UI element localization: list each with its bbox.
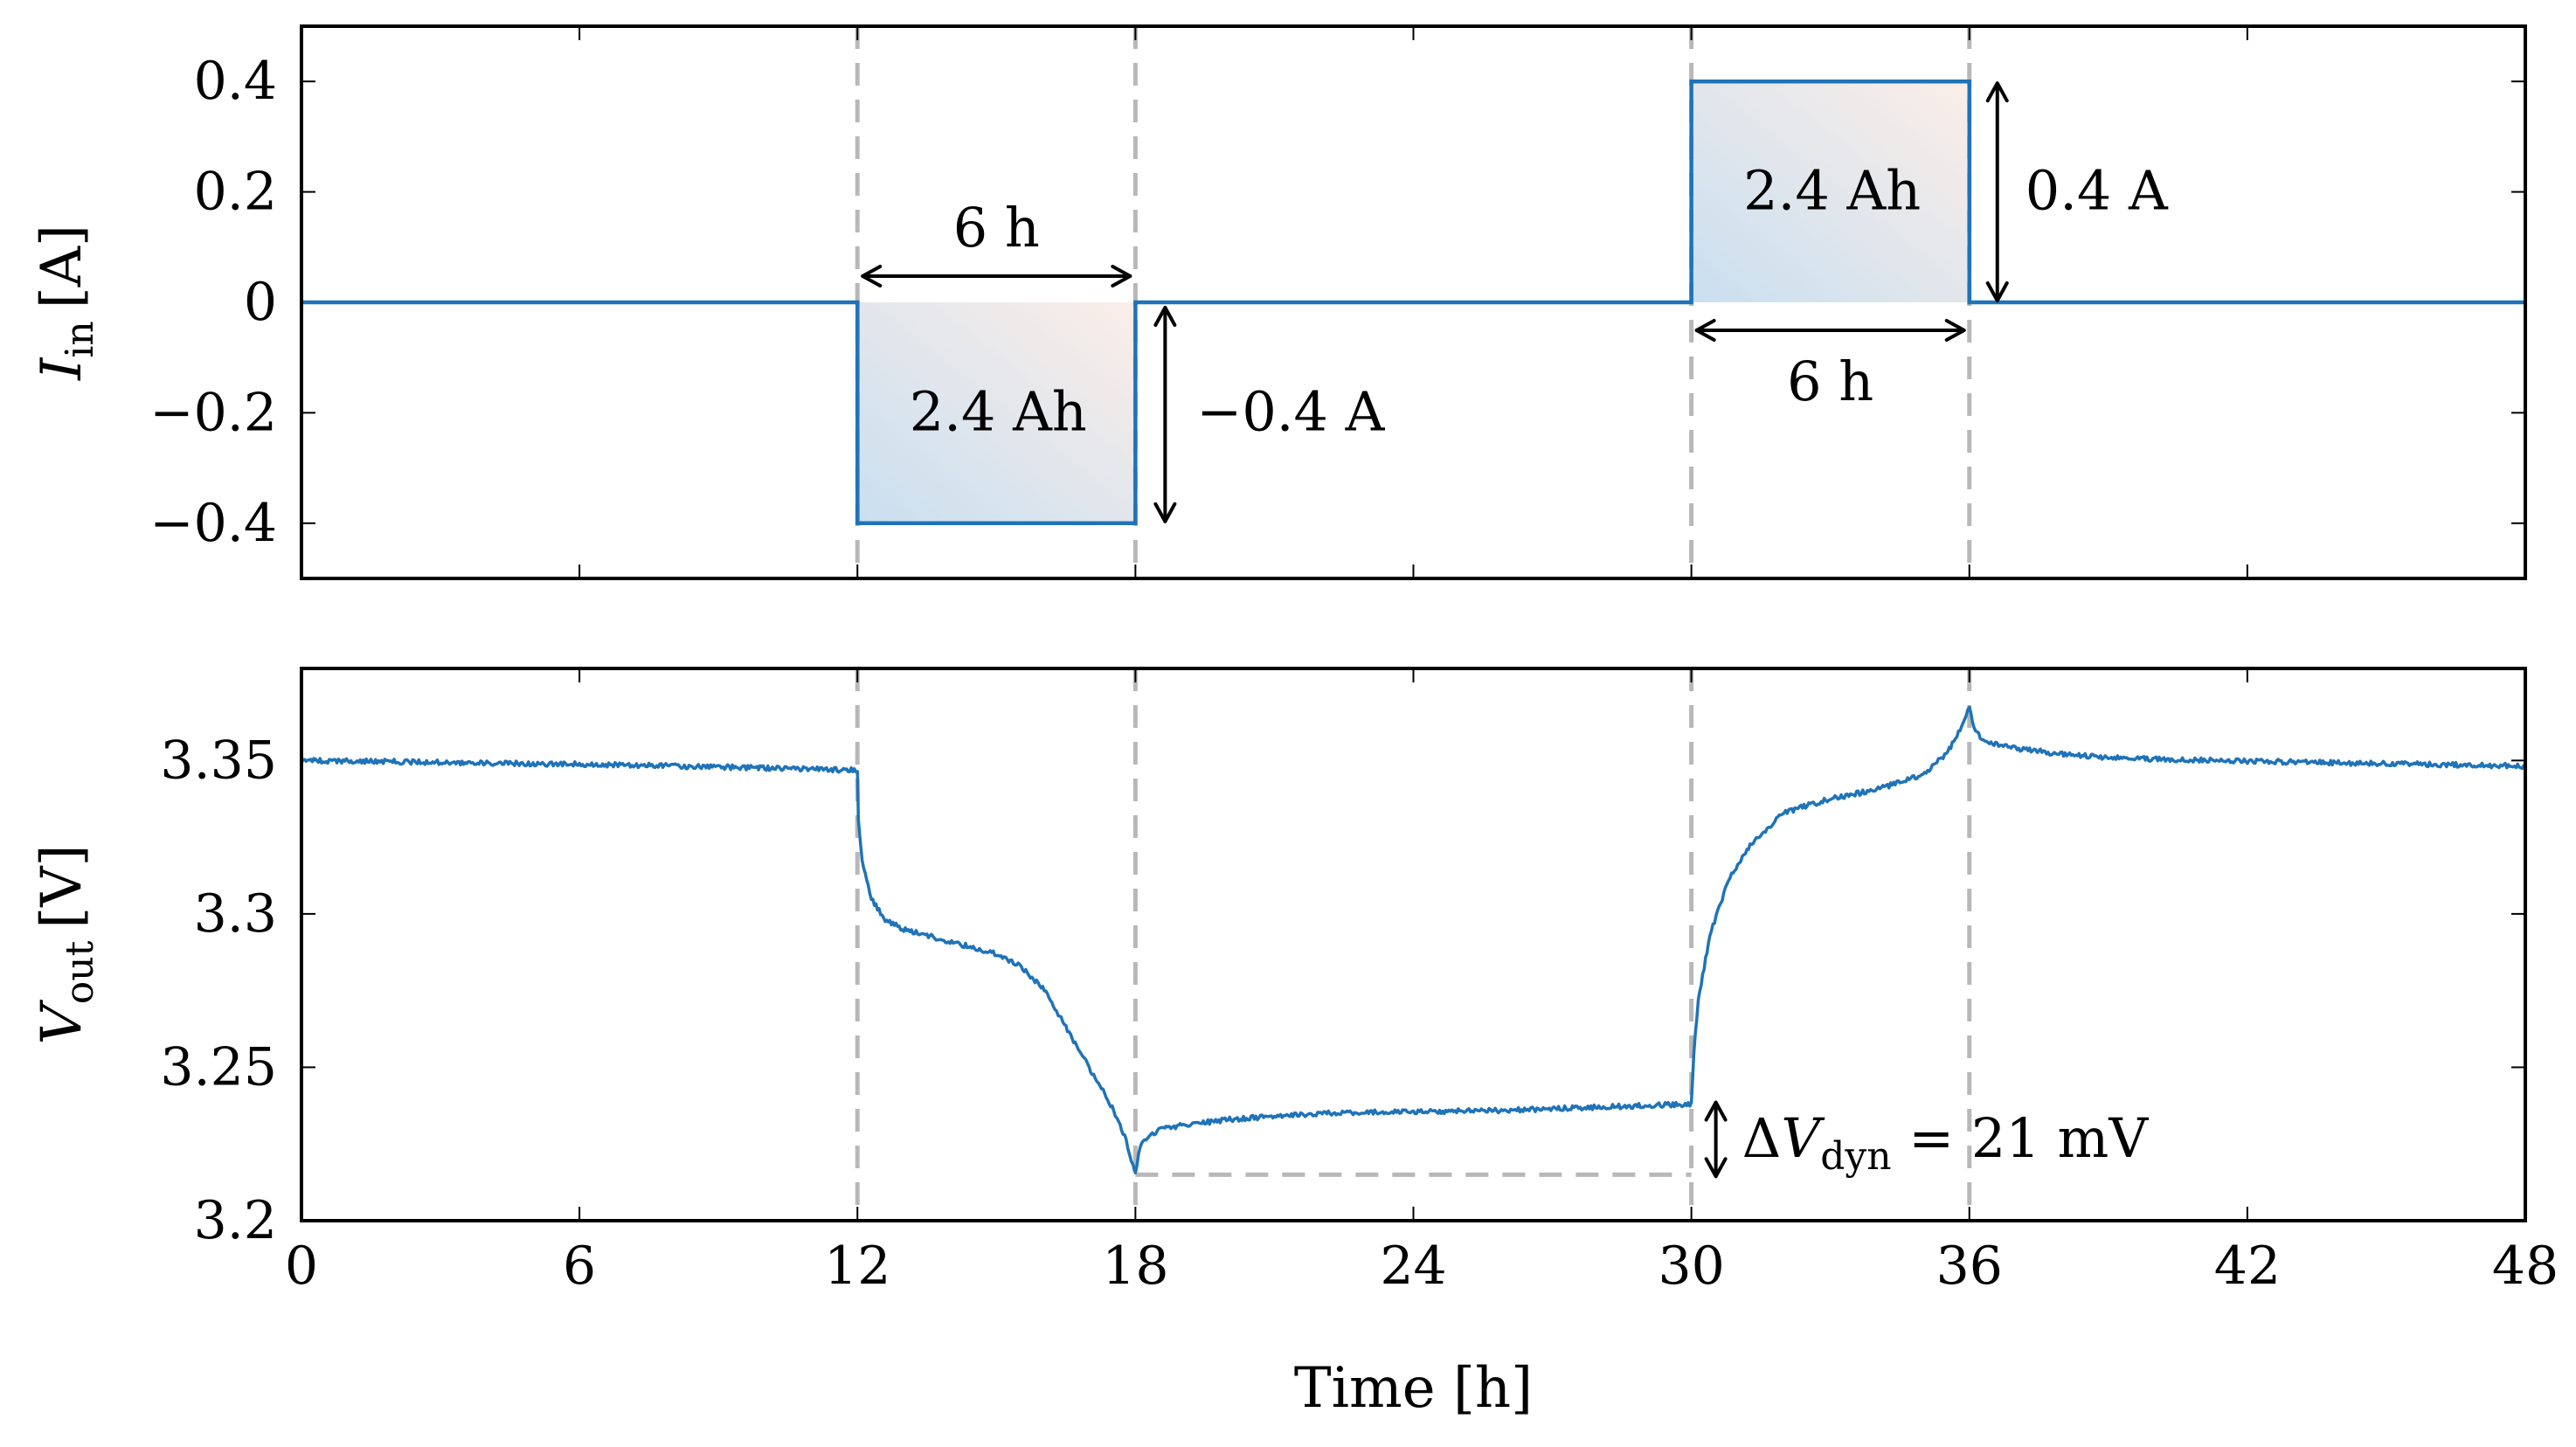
bottom-ylabel-main: V	[30, 999, 94, 1044]
arrow-head	[1153, 306, 1177, 327]
y-tick-label-top: 0	[244, 272, 277, 333]
tick-marks	[301, 26, 2526, 1222]
y-tick-label-bottom: 3.3	[194, 883, 277, 945]
x-tick-label: 0	[285, 1236, 318, 1297]
arrow-head	[1153, 502, 1177, 523]
y-tick-label-top: 0.2	[194, 162, 277, 223]
arrow-head	[1704, 1100, 1728, 1122]
y-tick-label-top: −0.2	[149, 382, 277, 443]
x-tick-label: 42	[2214, 1236, 2281, 1297]
top-plot-frame	[300, 24, 2527, 580]
bottom-ylabel-sub: out	[58, 940, 102, 1004]
y-tick-label-bottom: 3.25	[160, 1036, 277, 1097]
arrow-head	[861, 265, 883, 287]
x-tick-label: 18	[1102, 1236, 1168, 1297]
top-y-axis-label: Iin [A]	[30, 225, 102, 381]
x-tick-label: 30	[1658, 1236, 1724, 1297]
arrow-head	[1985, 81, 2009, 103]
x-tick-label: 24	[1380, 1236, 1446, 1297]
y-tick-label-bottom: 3.2	[194, 1190, 277, 1251]
arrow-head	[1111, 265, 1132, 287]
data-series	[300, 79, 2526, 1174]
top-ylabel-main: I	[30, 357, 94, 381]
arrow-head	[1704, 1157, 1728, 1179]
current-series-line	[301, 79, 2525, 526]
x-tick-label: 36	[1936, 1236, 2003, 1297]
delta-sub: dyn	[1820, 1134, 1891, 1179]
arrow-head	[1985, 281, 2009, 302]
arrow-head	[1694, 319, 1716, 342]
y-tick-label-bottom: 3.35	[160, 730, 277, 791]
delta-main: V	[1781, 1106, 1825, 1170]
arrow-head	[1944, 319, 1966, 342]
discharge-charge-label: 2.4 Ah	[910, 379, 1087, 443]
bottom-ylabel-unit: [V]	[30, 845, 94, 929]
y-tick-label-top: −0.4	[149, 493, 277, 554]
top-ylabel-sub: in	[58, 321, 102, 357]
charge-block	[1691, 81, 1970, 302]
voltage-series-line	[300, 705, 2526, 1174]
discharge-block	[857, 302, 1136, 523]
charge-duration-label: 6 h	[1787, 350, 1873, 413]
x-axis-label: Time [h]	[1294, 1356, 1533, 1421]
x-tick-label: 6	[563, 1236, 596, 1297]
tick-labels: 0 6 12 18 24 30 36 42 48 0.4 0.2 0 −0.2 −0.4 3.35 3.3 3.…	[149, 51, 2559, 1297]
top-ylabel-unit: [A]	[30, 225, 94, 308]
charge-current-label: 0.4 A	[2025, 159, 2169, 223]
bottom-plot-frame	[300, 667, 2527, 1222]
x-tick-label: 48	[2492, 1236, 2559, 1297]
annotation-arrows	[861, 81, 2009, 1179]
charge-charge-label: 2.4 Ah	[1743, 159, 1921, 223]
discharge-current-label: −0.4 A	[1196, 379, 1385, 443]
charge-blocks	[857, 81, 1970, 523]
y-tick-label-top: 0.4	[194, 51, 277, 112]
delta-value: = 21 mV	[1892, 1106, 2150, 1170]
bottom-y-axis-label: Vout [V]	[30, 845, 102, 1045]
x-tick-label: 12	[824, 1236, 890, 1297]
delta-v-dyn-label: ΔVdyn = 21 mV	[1742, 1106, 2150, 1179]
delta-prefix: Δ	[1742, 1106, 1782, 1170]
discharge-duration-label: 6 h	[953, 196, 1040, 260]
